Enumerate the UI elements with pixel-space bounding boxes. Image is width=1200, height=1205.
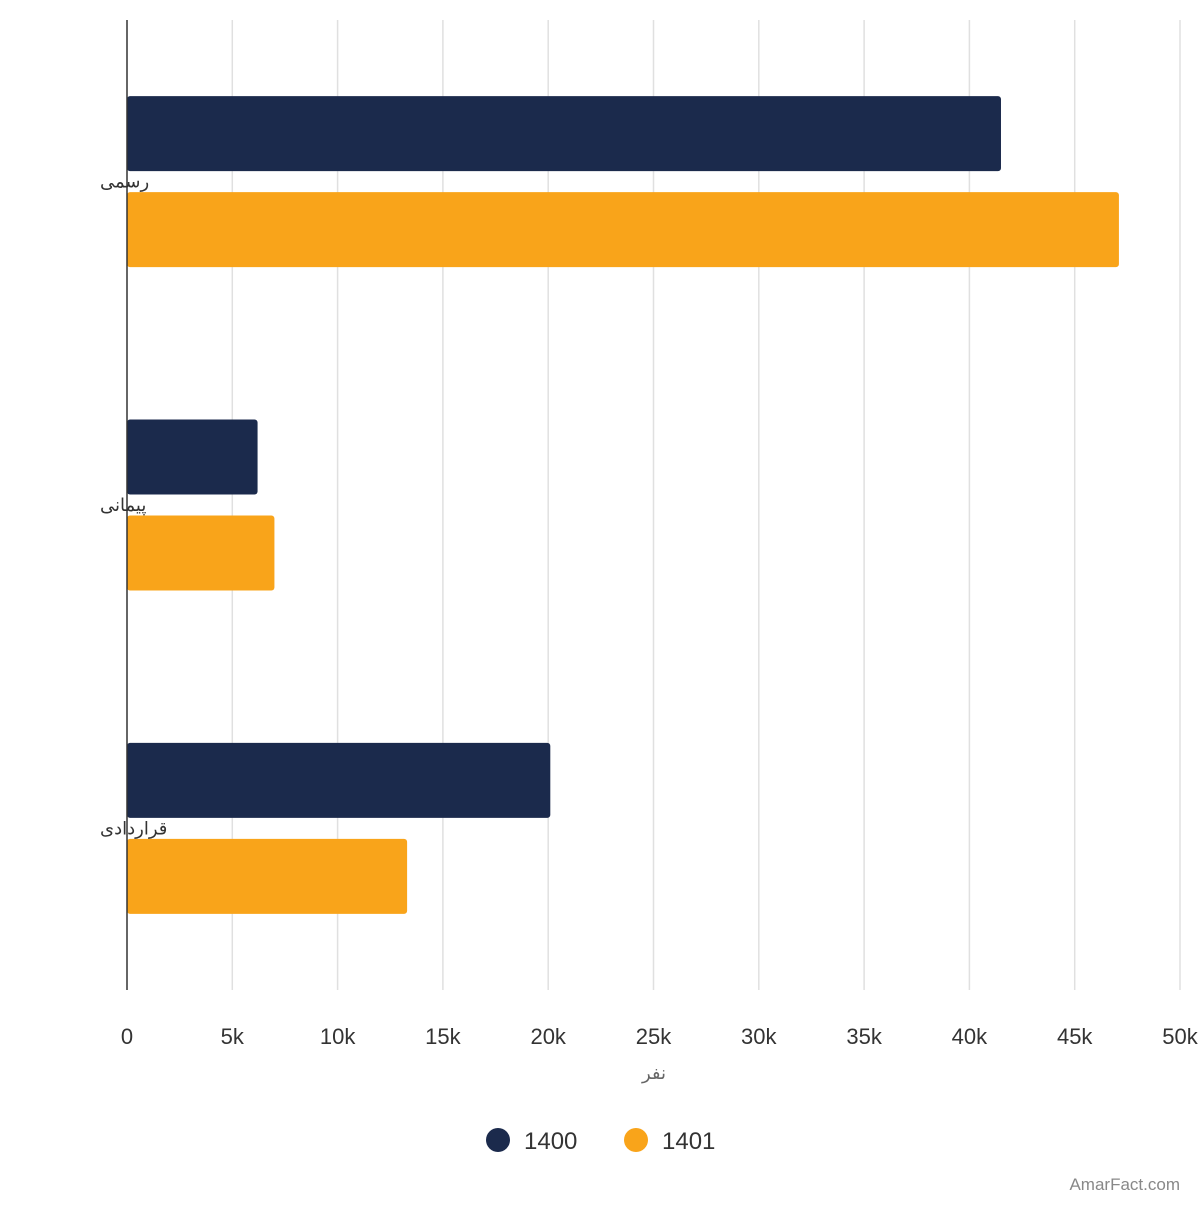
bar-1401-1 xyxy=(127,515,275,591)
category-label: قراردادی xyxy=(100,818,167,839)
x-tick-label: 35k xyxy=(846,1024,882,1049)
x-tick-label: 50k xyxy=(1162,1024,1198,1049)
bar-1400-0 xyxy=(127,96,1001,172)
watermark: AmarFact.com xyxy=(1069,1175,1180,1194)
category-label: رسمی xyxy=(100,172,149,192)
x-tick-label: 5k xyxy=(221,1024,245,1049)
bar-1401-2 xyxy=(127,838,408,914)
x-tick-labels: 0 5k 10k 15k 20k 25k 30k 35k 40k 45k 50k xyxy=(121,1024,1199,1049)
x-tick-label: 10k xyxy=(320,1024,356,1049)
x-tick-label: 25k xyxy=(636,1024,672,1049)
legend-marker xyxy=(486,1128,510,1152)
x-tick-label: 15k xyxy=(425,1024,461,1049)
legend-label: 1401 xyxy=(662,1128,715,1155)
legend-marker xyxy=(624,1128,648,1152)
category-labels: رسمی پیمانی قراردادی xyxy=(100,172,167,840)
x-tick-label: 45k xyxy=(1057,1024,1093,1049)
legend-item-1401[interactable]: 1401 xyxy=(624,1128,715,1155)
grid-lines xyxy=(231,20,1181,990)
bars xyxy=(127,96,1119,914)
x-tick-label: 30k xyxy=(741,1024,777,1049)
x-axis-title: نفر xyxy=(641,1063,666,1084)
x-tick-label: 40k xyxy=(952,1024,988,1049)
bar-1401-0 xyxy=(127,192,1119,268)
x-tick-label: 20k xyxy=(530,1024,566,1049)
legend-item-1400[interactable]: 1400 xyxy=(486,1128,577,1155)
legend: 1400 1401 xyxy=(486,1128,715,1155)
bar-1400-2 xyxy=(127,742,551,818)
x-tick-label: 0 xyxy=(121,1024,133,1049)
legend-label: 1400 xyxy=(524,1128,577,1155)
category-label: پیمانی xyxy=(100,495,146,516)
bar-1400-1 xyxy=(127,419,258,495)
